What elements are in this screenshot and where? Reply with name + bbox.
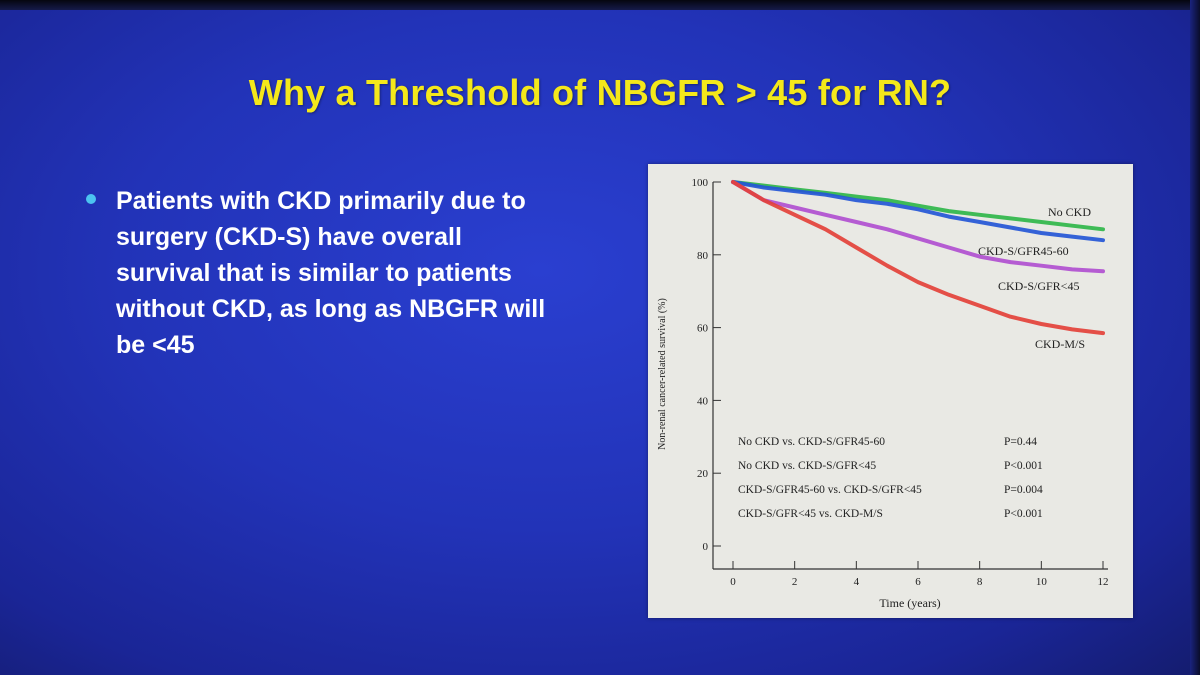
y-tick-label: 100: [692, 177, 709, 189]
annotation-comparison: CKD-S/GFR45-60 vs. CKD-S/GFR<45: [738, 484, 922, 496]
bullet-dot-icon: [86, 194, 96, 204]
chart-axes: 0 20 40 60 80 100 0 2 4 6 8 10 12: [692, 177, 1109, 588]
bullet-text: Patients with CKD primarily due to surge…: [116, 187, 546, 359]
slide-title: Why a Threshold of NBGFR > 45 for RN?: [248, 72, 952, 113]
x-tick-label: 6: [915, 576, 921, 588]
y-tick-label: 60: [697, 323, 709, 335]
x-tick-label: 4: [854, 576, 860, 588]
survival-chart: 0 20 40 60 80 100 0 2 4 6 8 10 12 No CKD CKD-S/GFR45-…: [648, 164, 1133, 618]
series-label-ckd-m-s: CKD-M/S: [1035, 337, 1085, 351]
series-line-ckd-m-s: [731, 180, 1105, 336]
series-line-ckd-s-gfr45-60: [731, 180, 1105, 243]
screen-right-edge: [1190, 0, 1200, 675]
survival-chart-svg: 0 20 40 60 80 100 0 2 4 6 8 10 12 No CKD CKD-S/GFR45-…: [657, 177, 1109, 610]
x-axis-label: Time (years): [879, 596, 940, 610]
chart-series: [731, 180, 1105, 336]
x-tick-label: 0: [730, 576, 736, 588]
series-label-ckd-s-gfr45-60: CKD-S/GFR45-60: [978, 244, 1069, 258]
chart-series-labels: No CKD CKD-S/GFR45-60 CKD-S/GFR<45 CKD-M/S: [978, 205, 1091, 351]
annotation-comparison: CKD-S/GFR<45 vs. CKD-M/S: [738, 508, 883, 520]
x-tick-label: 12: [1098, 576, 1109, 588]
series-label-ckd-s-gfr-45: CKD-S/GFR<45: [998, 279, 1079, 293]
x-tick-label: 10: [1036, 576, 1048, 588]
y-tick-label: 40: [697, 395, 709, 407]
annotation-comparison: No CKD vs. CKD-S/GFR<45: [738, 460, 876, 472]
series-label-no-ckd: No CKD: [1048, 205, 1091, 219]
y-axis-label: Non-renal cancer-related survival (%): [657, 298, 668, 450]
series-line-ckd-s-gfr-45: [731, 180, 1105, 274]
y-tick-label: 80: [697, 250, 709, 262]
annotation-comparison: No CKD vs. CKD-S/GFR45-60: [738, 436, 885, 448]
y-tick-label: 0: [703, 541, 709, 553]
x-tick-label: 2: [792, 576, 798, 588]
chart-annotations: No CKD vs. CKD-S/GFR45-60 P=0.44 No CKD vs…: [738, 436, 1043, 520]
y-tick-label: 20: [697, 468, 709, 480]
annotation-p-value: P<0.001: [1004, 508, 1043, 520]
annotation-p-value: P=0.004: [1004, 484, 1043, 496]
screen-top-edge: [0, 0, 1200, 10]
annotation-p-value: P<0.001: [1004, 460, 1043, 472]
x-tick-label: 8: [977, 576, 983, 588]
annotation-p-value: P=0.44: [1004, 436, 1037, 448]
